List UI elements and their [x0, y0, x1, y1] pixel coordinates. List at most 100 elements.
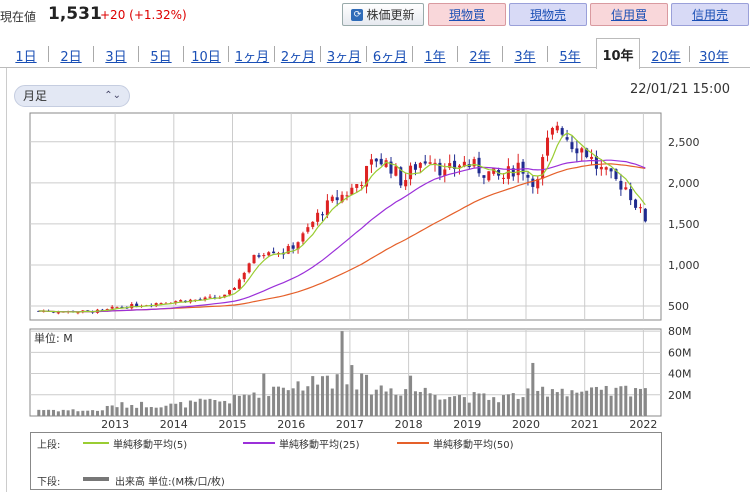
- tab-7[interactable]: 3ヶ月: [326, 49, 362, 65]
- volume-bar: [379, 385, 383, 416]
- x-tick-label: 2018: [395, 418, 423, 431]
- candle-body: [565, 137, 569, 140]
- legend-volume-swatch: [83, 477, 109, 481]
- ma25-line: [38, 159, 646, 313]
- x-tick-label: 2017: [336, 418, 364, 431]
- candle-body: [590, 156, 594, 159]
- candle-body: [306, 227, 310, 232]
- tab-1[interactable]: 2日: [60, 49, 82, 65]
- candle-body: [374, 158, 378, 162]
- volume-bar: [448, 396, 452, 416]
- tab-10[interactable]: 2年: [469, 49, 491, 65]
- volume-bar: [492, 397, 496, 416]
- volume-bar: [585, 390, 589, 416]
- tab-9[interactable]: 1年: [424, 49, 446, 65]
- candle-body: [550, 128, 554, 135]
- tab-13[interactable]: 10年: [596, 38, 640, 69]
- candle-body: [643, 208, 647, 222]
- volume-bar: [516, 398, 520, 416]
- candle-body: [228, 290, 232, 295]
- volume-bar: [428, 393, 432, 416]
- period-select[interactable]: 月足 ⌃⌄: [14, 85, 130, 107]
- candle-body: [203, 297, 207, 300]
- volume-bar: [42, 410, 46, 416]
- tab-11[interactable]: 3年: [514, 49, 536, 65]
- tab-15[interactable]: 30年: [699, 49, 729, 65]
- price-tick-label: 1,500: [668, 218, 700, 231]
- volume-bar: [316, 384, 320, 416]
- volume-bar: [164, 405, 168, 416]
- candle-body: [409, 165, 413, 180]
- volume-bar: [345, 384, 349, 416]
- candle-body: [501, 177, 506, 179]
- tab-separator: [412, 46, 413, 62]
- volume-bar: [384, 391, 388, 416]
- volume-bar: [247, 395, 251, 416]
- candle-body: [179, 300, 183, 302]
- candle-body: [506, 166, 510, 179]
- tab-4[interactable]: 10日: [191, 49, 221, 65]
- volume-bar: [267, 396, 271, 416]
- tab-6[interactable]: 2ヶ月: [280, 49, 316, 65]
- volume-bar: [389, 388, 393, 416]
- volume-bar: [125, 407, 129, 416]
- volume-bar: [149, 407, 153, 416]
- volume-bar: [590, 387, 594, 416]
- candle-body: [570, 142, 574, 150]
- candle-body: [604, 167, 608, 170]
- tab-8[interactable]: 6ヶ月: [372, 49, 408, 65]
- candle-body: [638, 207, 642, 209]
- volume-bar: [472, 392, 476, 416]
- candle-body: [629, 189, 633, 201]
- candle-body: [492, 167, 496, 174]
- volume-bar: [580, 391, 584, 416]
- tab-separator: [183, 46, 184, 62]
- candle-body: [634, 199, 638, 208]
- volume-bar: [399, 395, 403, 416]
- candle-body: [526, 174, 530, 178]
- volume-bar: [242, 394, 246, 416]
- volume-bar: [462, 397, 466, 416]
- legend-ma5-swatch: [83, 442, 109, 444]
- tab-12[interactable]: 5年: [559, 49, 581, 65]
- candle-body: [232, 287, 236, 291]
- legend-ma25: 単純移動平均(25): [279, 440, 360, 451]
- volume-bar: [203, 399, 207, 416]
- volume-bar: [506, 394, 510, 416]
- tab-14[interactable]: 20年: [651, 49, 681, 65]
- cash-buy-button[interactable]: 現物買: [428, 3, 506, 26]
- tab-5[interactable]: 1ヶ月: [234, 49, 270, 65]
- legend-ma5: 単純移動平均(5): [113, 440, 188, 451]
- volume-bar: [237, 395, 241, 416]
- candle-body: [135, 303, 139, 307]
- candle-body: [619, 180, 623, 190]
- price-tick-label: 2,000: [668, 177, 700, 190]
- volume-bar: [115, 407, 119, 416]
- tab-2[interactable]: 3日: [105, 49, 127, 65]
- volume-bar: [193, 401, 197, 416]
- volume-bar: [482, 393, 486, 416]
- candle-body: [546, 137, 550, 156]
- tab-separator: [274, 46, 275, 62]
- volume-bar: [521, 397, 525, 416]
- stock-chart: 500 1,000 1,500 2,000 2,500 20M 40M 60M 80M 2013 2…: [29, 112, 700, 431]
- refresh-price-button[interactable]: ⟳ 株価更新: [342, 3, 424, 26]
- candle-body: [325, 200, 329, 216]
- volume-bar: [71, 409, 75, 416]
- tab-3[interactable]: 5日: [150, 49, 172, 65]
- volume-bar: [37, 409, 41, 416]
- candle-body: [115, 307, 119, 309]
- margin-buy-button[interactable]: 信用買: [590, 3, 668, 26]
- candle-body: [262, 255, 266, 257]
- candle-body: [242, 272, 246, 280]
- cash-sell-button[interactable]: 現物売: [509, 3, 587, 26]
- tab-0[interactable]: 1日: [15, 49, 37, 65]
- margin-sell-button[interactable]: 信用売: [671, 3, 749, 26]
- candle-body: [555, 125, 559, 131]
- x-tick-label: 2014: [160, 418, 188, 431]
- candle-body: [247, 263, 251, 273]
- refresh-icon: ⟳: [351, 8, 364, 21]
- volume-bar: [86, 410, 90, 416]
- candle-body: [384, 160, 388, 167]
- volume-bar: [91, 410, 95, 416]
